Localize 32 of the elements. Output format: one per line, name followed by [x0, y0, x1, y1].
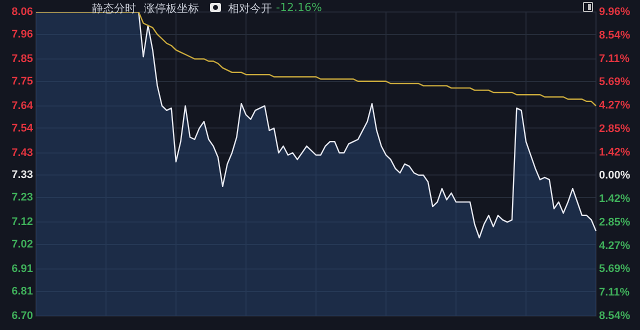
y-tick-label: 8.06: [12, 6, 33, 18]
annotation: -12.16%: [276, 1, 322, 14]
y-tick-label: 6.70: [12, 310, 33, 322]
y2-tick-label: 2.85%: [599, 216, 630, 229]
annotation: 相对今开: [228, 1, 272, 16]
y2-tick-label: 8.54%: [599, 310, 630, 322]
y2-tick-label: 1.42%: [599, 193, 630, 206]
y2-tick-label: 9.96%: [599, 6, 630, 18]
y-tick-label: 7.23: [12, 192, 33, 204]
annotation: 静态分时: [92, 1, 136, 16]
y2-tick-label: 8.54%: [599, 29, 630, 42]
y2-tick-label: 5.69%: [599, 76, 630, 88]
y2-tick-label: 4.27%: [599, 100, 630, 112]
y-tick-label: 7.85: [12, 52, 33, 65]
y-tick-label: 7.43: [12, 146, 33, 159]
y2-tick-label: 7.11%: [599, 52, 630, 65]
y-tick-label: 7.64: [12, 100, 34, 112]
y-tick-label: 7.54: [12, 122, 34, 134]
annotation: 涨停板坐标: [144, 1, 199, 16]
y-tick-label: 7.12: [12, 216, 33, 228]
y2-tick-label: 0.00%: [599, 170, 630, 182]
y-tick-label: 7.33: [12, 169, 33, 182]
y-tick-label: 6.81: [12, 285, 33, 298]
y-tick-label: 7.02: [12, 238, 33, 250]
y2-tick-label: 5.69%: [599, 263, 630, 276]
y-tick-label: 6.91: [12, 263, 33, 276]
y-tick-label: 7.96: [12, 28, 33, 40]
y2-tick-label: 2.85%: [599, 122, 630, 135]
y2-tick-label: 1.42%: [599, 146, 630, 158]
y-tick-label: 7.75: [12, 75, 33, 88]
y2-tick-label: 4.27%: [599, 240, 630, 252]
y2-tick-label: 7.11%: [599, 286, 630, 299]
